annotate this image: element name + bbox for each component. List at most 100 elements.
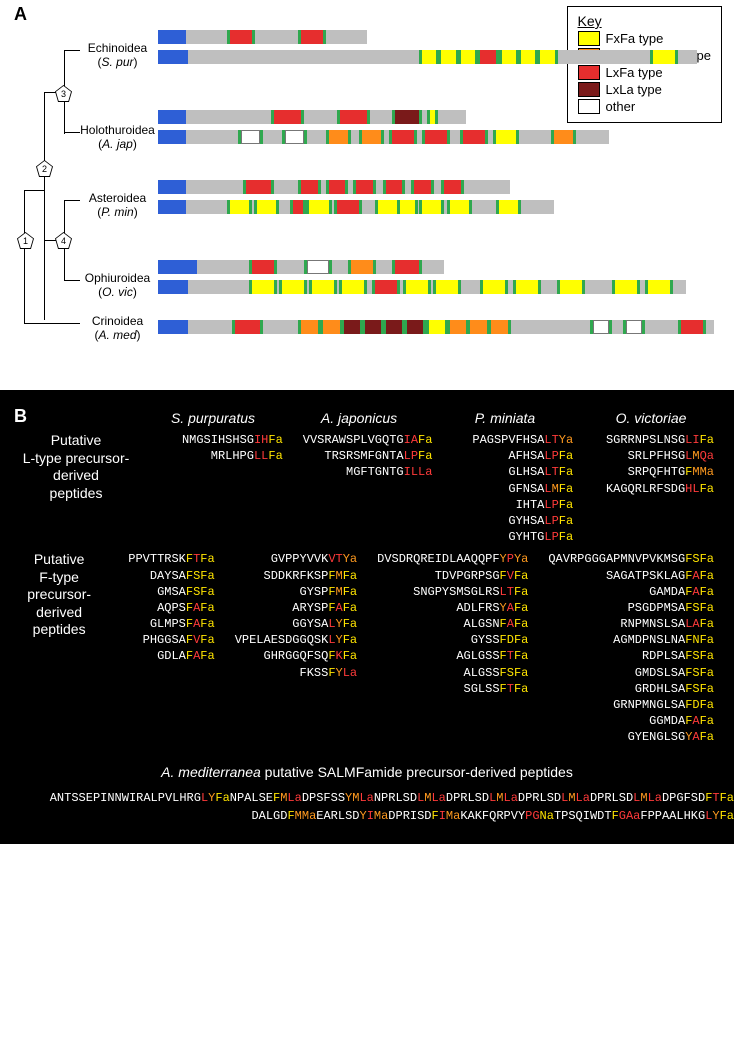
peptide-segment	[516, 280, 538, 294]
cleavage-flank	[274, 260, 277, 274]
tree-line	[64, 200, 80, 201]
signal-peptide	[158, 110, 186, 124]
sequence-sections: PutativeL-type precursor-derivedpeptides…	[0, 432, 734, 746]
sequence: TPSQIWDTFGAa	[554, 808, 640, 824]
column-header: S. purpuratus	[140, 410, 286, 426]
peptide-segment	[470, 320, 487, 334]
sequence: GYSPFMFa	[235, 584, 357, 600]
peptide-segment	[293, 200, 303, 214]
tree-line	[64, 50, 80, 51]
section-label: PutativeF-type precursor-derivedpeptides	[0, 551, 118, 639]
signal-peptide	[158, 50, 188, 64]
peptide-segment	[400, 200, 415, 214]
section-label: PutativeL-type precursor-derivedpeptides	[0, 432, 152, 502]
sequence: PAGSPVFHSALTYa	[452, 432, 573, 448]
sequence: ARYSPFAFa	[235, 600, 357, 616]
sequence: NPRLSDLMLa	[374, 790, 446, 806]
sequence: IHTALPFa	[452, 497, 573, 513]
cleavage-flank	[276, 200, 279, 214]
cleavage-flank	[703, 320, 706, 334]
peptide-segment	[681, 320, 703, 334]
legend-swatch	[578, 65, 600, 80]
sequence: GAMDAFAFa	[548, 584, 714, 600]
peptide-segment	[375, 280, 397, 294]
peptide-segment	[351, 260, 373, 274]
cleavage-flank	[367, 110, 370, 124]
sequence: GYSSFDFa	[377, 632, 528, 648]
panel-b-label: B	[14, 406, 27, 427]
panel-a: A Key FxFa typeFxLa & FxMa typeLxFa type…	[0, 0, 734, 390]
cleavage-flank	[397, 280, 400, 294]
cleavage-flank	[505, 280, 508, 294]
cleavage-flank	[516, 130, 519, 144]
peptide-segment	[274, 110, 302, 124]
legend-row: LxFa type	[578, 65, 711, 80]
tree-node: 3	[55, 85, 72, 102]
sequence: PPVTTRSKFTFa	[128, 551, 214, 567]
peptide-segment	[461, 50, 475, 64]
cleavage-flank	[334, 280, 337, 294]
tree-line	[24, 190, 25, 323]
tree-line	[44, 92, 45, 320]
peptide-segment	[365, 320, 382, 334]
legend-swatch	[578, 31, 600, 46]
cleavage-flank	[435, 110, 438, 124]
sequence: GGMDAFAFa	[548, 713, 714, 729]
peptide-segment	[312, 280, 334, 294]
peptide-segment	[407, 320, 424, 334]
sequence: SGRRNPSLNSGLIFa	[593, 432, 714, 448]
sequence: PHGGSAFVFa	[128, 632, 214, 648]
peptide-segment	[235, 320, 260, 334]
peptide-segment	[560, 280, 582, 294]
cleavage-flank	[555, 50, 558, 64]
sequence: ADLFRSYAFa	[377, 600, 528, 616]
legend-row: LxLa type	[578, 82, 711, 97]
sequence: ALGSSFSFa	[377, 665, 528, 681]
cleavage-flank	[469, 200, 472, 214]
legend-row: FxFa type	[578, 31, 711, 46]
cleavage-flank	[348, 130, 351, 144]
cleavage-flank	[271, 180, 274, 194]
peptide-segment	[450, 320, 467, 334]
peptide-segment	[230, 200, 249, 214]
sequence: KAKFQRPVYPGNa	[460, 808, 554, 824]
legend-label: LxFa type	[606, 65, 663, 80]
cleavage-flank	[428, 280, 431, 294]
tree-line	[64, 280, 80, 281]
sequence: DPRLSDLMLa	[446, 790, 518, 806]
cleavage-flank	[359, 200, 362, 214]
amed-title: A. mediterranea putative SALMFamide prec…	[0, 764, 734, 780]
peptide-segment	[307, 260, 329, 274]
cleavage-flank	[419, 110, 422, 124]
cleavage-flank	[301, 110, 304, 124]
column-header: P. miniata	[432, 410, 578, 426]
sequence: SDDKRFKSPFMFa	[235, 568, 357, 584]
column-header: A. japonicus	[286, 410, 432, 426]
cleavage-flank	[518, 200, 521, 214]
peptide-segment	[301, 30, 323, 44]
sequence: DPSFSSYMLa	[302, 790, 374, 806]
peptide-segment	[241, 130, 260, 144]
peptide-segment	[309, 200, 328, 214]
cleavage-flank	[304, 280, 307, 294]
sequence: GMSAFSFa	[128, 584, 214, 600]
peptide-segment	[429, 320, 446, 334]
cleavage-flank	[447, 130, 450, 144]
peptide-segment	[301, 180, 318, 194]
sequence: DAYSAFSFa	[128, 568, 214, 584]
cleavage-flank	[538, 280, 541, 294]
peptide-segment	[378, 200, 397, 214]
sequence: ALGSNFAFa	[377, 616, 528, 632]
species-label: Echinoidea(S. pur)	[80, 42, 155, 70]
sequence: SRLPFHSGLMQa	[593, 448, 714, 464]
sequence: MGFTGNTGILLa	[303, 464, 433, 480]
signal-peptide	[158, 280, 188, 294]
sequence: SAGATPSKLAGFAFa	[548, 568, 714, 584]
peptide-segment	[444, 180, 461, 194]
peptide-segment	[540, 50, 554, 64]
sequence: RNPMNSLSALAFa	[548, 616, 714, 632]
cleavage-flank	[637, 280, 640, 294]
peptide-segment	[491, 320, 508, 334]
sequence: FPPAALHKGLYFa	[640, 808, 734, 824]
signal-peptide	[158, 30, 186, 44]
